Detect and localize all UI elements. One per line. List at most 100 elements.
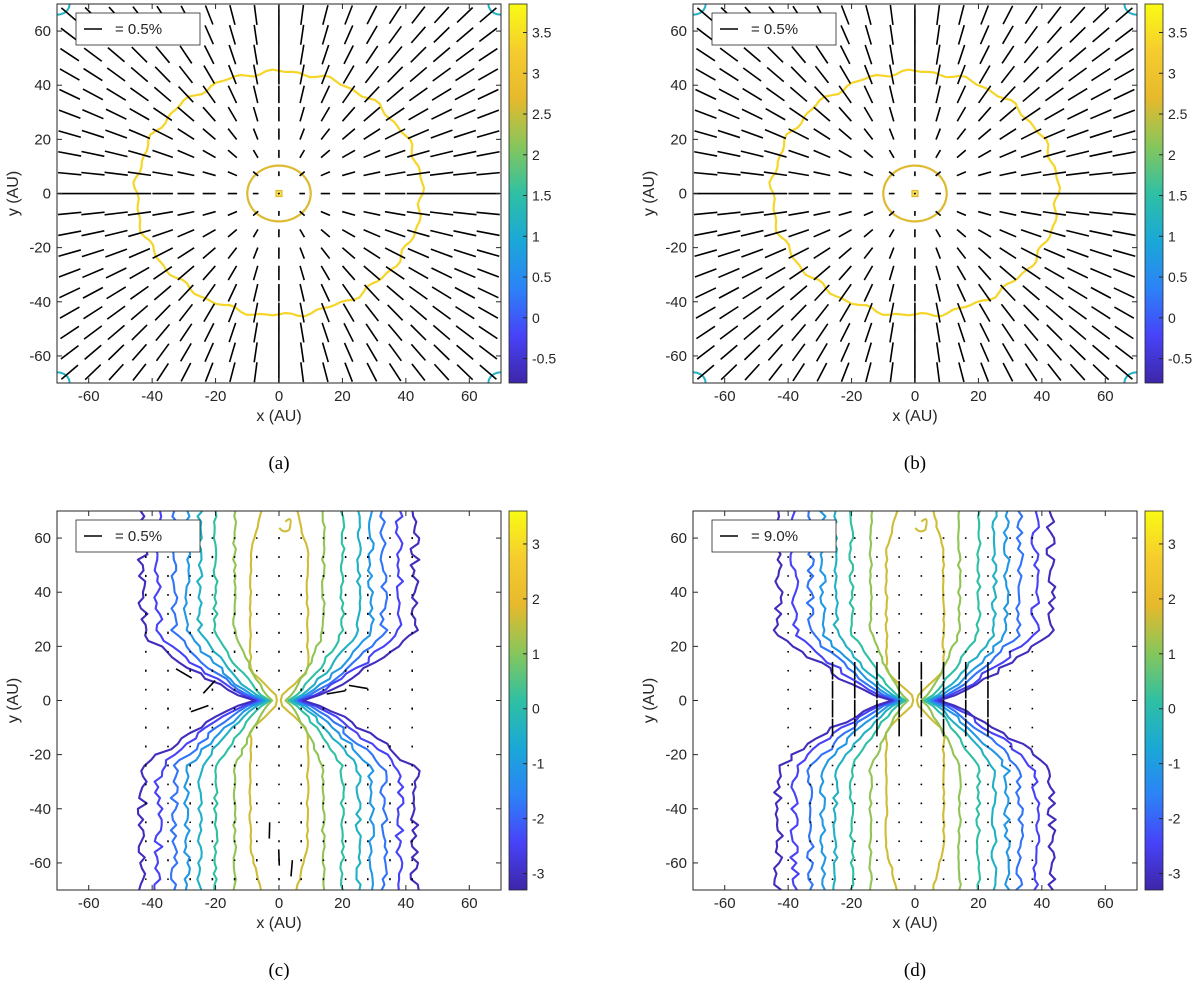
- vector-mark: [1044, 130, 1065, 139]
- vector-mark: [1000, 172, 1017, 176]
- vector-mark: [1024, 324, 1038, 340]
- vector-mark: [130, 109, 150, 120]
- colorbar-tick-label: -2: [1168, 811, 1181, 827]
- vector-mark: [1002, 46, 1014, 63]
- y-axis-label: y (AU): [641, 171, 658, 216]
- vector-mark: [83, 287, 103, 298]
- vector-mark: [364, 212, 381, 216]
- vector-mark: [228, 284, 236, 301]
- vector-mark: [957, 86, 965, 103]
- panel-caption: (d): [904, 960, 926, 981]
- colorbar-tick-label: 0: [1168, 310, 1176, 326]
- vector-mark: [814, 212, 831, 216]
- vector-mark: [253, 229, 258, 237]
- vector-mark: [455, 89, 475, 100]
- y-tick-label: 0: [43, 693, 51, 710]
- vector-mark: [1047, 344, 1061, 360]
- vector-mark: [454, 268, 475, 277]
- y-tick-label: -40: [29, 294, 51, 311]
- vector-mark: [342, 129, 354, 140]
- vector-mark: [889, 150, 894, 158]
- vector-mark: [433, 68, 451, 81]
- vector-mark: [697, 346, 715, 359]
- vector-mark: [457, 28, 474, 42]
- vector-mark: [1025, 6, 1036, 24]
- vector-mark: [152, 230, 172, 237]
- vector-mark: [1000, 129, 1016, 139]
- vector-mark: [228, 129, 237, 140]
- vector-mark: [817, 343, 827, 361]
- vector-mark: [889, 229, 894, 237]
- vector-mark: [342, 248, 354, 259]
- colorbar-tick-label: 1.5: [532, 188, 552, 204]
- vector-mark: [205, 5, 212, 24]
- vector-mark: [864, 266, 872, 280]
- vector-mark: [766, 286, 784, 299]
- vector-mark: [889, 248, 893, 259]
- vector-mark: [840, 66, 851, 84]
- vector-mark: [364, 129, 380, 139]
- vector-mark: [345, 5, 352, 24]
- vector-mark: [788, 212, 808, 216]
- vector-mark: [743, 68, 761, 81]
- vector-mark: [1070, 27, 1085, 42]
- vector-mark: [958, 45, 964, 64]
- colorbar-tick-label: 2: [1168, 147, 1176, 163]
- x-tick-label: 60: [461, 388, 478, 405]
- vector-mark: [864, 86, 872, 103]
- vector-mark: [301, 5, 304, 25]
- colorbar-tick-label: 0: [532, 310, 540, 326]
- vector-mark: [343, 107, 355, 121]
- colorbar-tick-label: 1: [1168, 646, 1176, 662]
- vector-mark: [978, 248, 990, 259]
- vector-mark: [453, 151, 476, 156]
- legend: = 0.5%: [76, 520, 200, 552]
- vector-mark: [457, 345, 474, 359]
- axes-box: [57, 511, 501, 890]
- y-tick-label: 60: [34, 23, 51, 40]
- vector-mark: [342, 230, 355, 237]
- vector-mark: [228, 107, 236, 121]
- vector-mark: [84, 69, 103, 81]
- vector-mark: [839, 230, 852, 237]
- vector-mark: [1091, 287, 1111, 298]
- vector-mark: [741, 212, 764, 215]
- vector-mark: [367, 26, 377, 44]
- vector-mark: [343, 66, 353, 84]
- vector-mark: [1089, 231, 1112, 236]
- x-tick-label: -60: [714, 895, 736, 912]
- vector-mark: [866, 343, 872, 362]
- vector-mark: [1114, 288, 1135, 298]
- vector-mark: [957, 172, 966, 176]
- vector-mark: [717, 173, 740, 175]
- vector-mark: [718, 268, 739, 277]
- vector-mark: [349, 685, 368, 688]
- vector-mark: [1069, 48, 1086, 62]
- vector-mark: [155, 305, 170, 320]
- vector-mark: [696, 49, 715, 61]
- vector-mark: [936, 229, 941, 237]
- vector-mark: [84, 48, 102, 61]
- contour-line: [154, 511, 257, 890]
- vector-mark: [323, 362, 328, 382]
- vector-mark: [323, 25, 329, 44]
- vector-mark: [253, 150, 258, 158]
- vector-mark: [1021, 212, 1041, 216]
- vector-mark: [839, 284, 851, 301]
- vector-mark: [432, 89, 451, 101]
- vector-mark: [718, 250, 740, 257]
- vector-mark: [82, 110, 103, 119]
- x-tick-label: 0: [911, 895, 919, 912]
- vector-mark: [1069, 306, 1087, 319]
- vector-mark: [156, 324, 170, 340]
- vector-mark: [59, 110, 80, 118]
- vector-mark: [228, 150, 237, 157]
- vector-mark: [203, 172, 216, 176]
- y-tick-label: -40: [29, 801, 51, 818]
- vector-mark: [841, 45, 850, 63]
- vector-mark: [839, 107, 851, 121]
- vector-mark: [1045, 267, 1065, 278]
- panel-caption: (a): [268, 453, 289, 474]
- vector-mark: [788, 172, 808, 175]
- y-tick-label: -20: [665, 240, 687, 257]
